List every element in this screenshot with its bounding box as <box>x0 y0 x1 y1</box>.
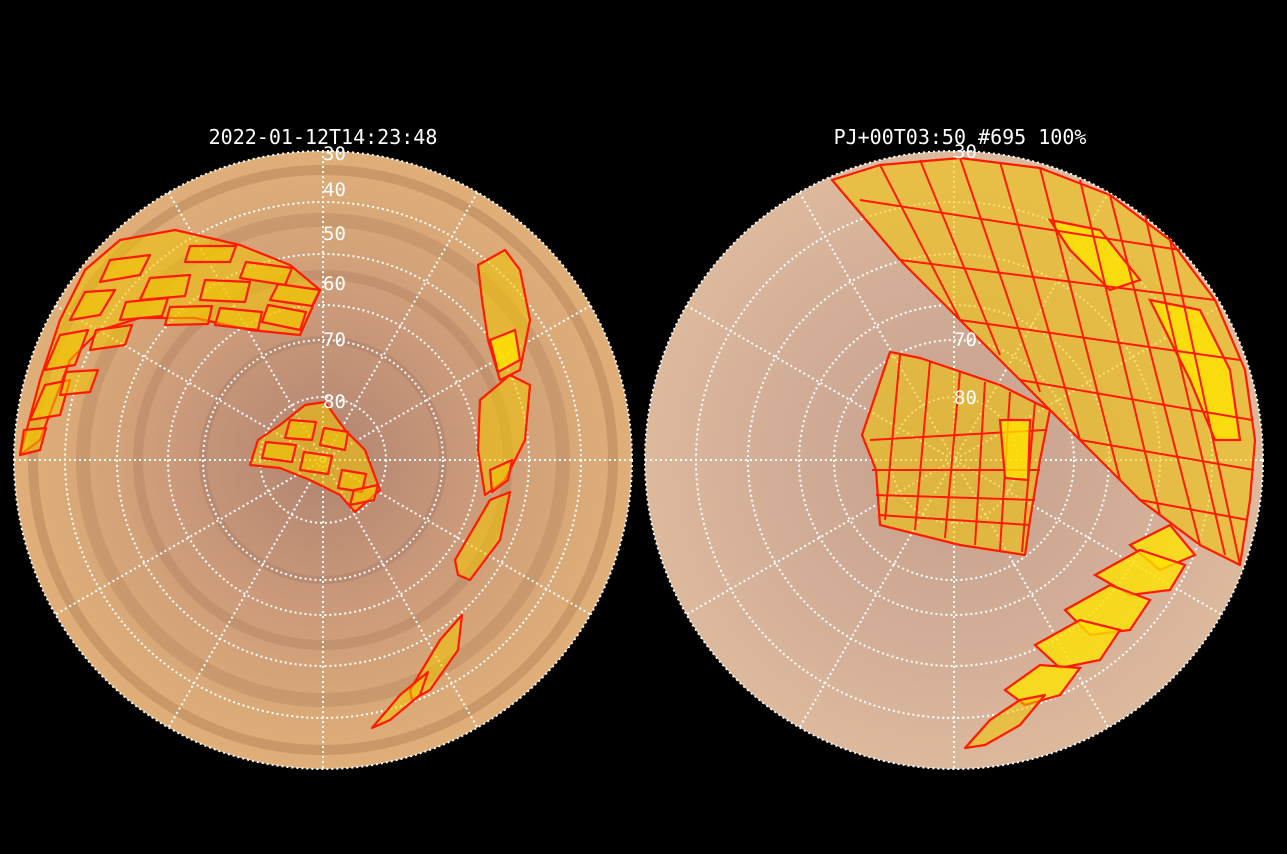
left-disk-bands <box>28 165 618 755</box>
left-graticule <box>13 150 633 770</box>
left-footprints-center <box>248 400 382 514</box>
right-footprints-fan <box>830 156 1257 567</box>
left-footprints-band <box>18 228 322 457</box>
left-lat-labels: 30 40 50 60 70 80 <box>323 143 346 413</box>
right-footprints-center <box>860 350 1052 557</box>
right-polar-map: PJ+00T03:50 #695 100% <box>644 125 1264 770</box>
left-lat-label: 80 <box>323 391 346 413</box>
right-lat-labels: 30 70 80 <box>954 141 977 409</box>
left-lat-label: 30 <box>323 143 346 165</box>
left-lat-label: 60 <box>323 273 346 295</box>
left-lat-label: 50 <box>323 223 346 245</box>
left-lat-label: 40 <box>323 179 346 201</box>
left-polar-map: 2022-01-12T14:23:48 <box>13 125 633 770</box>
right-panel-title: PJ+00T03:50 #695 100% <box>834 125 1087 149</box>
right-lat-label: 80 <box>954 387 977 409</box>
right-lat-label: 30 <box>954 141 977 163</box>
left-footprints-arc <box>370 248 532 730</box>
right-footprints-lower <box>963 523 1197 750</box>
right-lat-label: 70 <box>954 329 977 351</box>
left-lat-label: 70 <box>323 329 346 351</box>
left-panel-title: 2022-01-12T14:23:48 <box>209 125 438 149</box>
